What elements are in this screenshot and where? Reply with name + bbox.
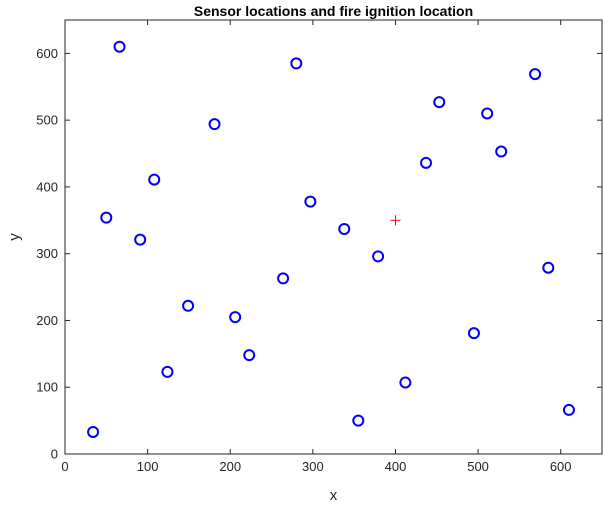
sensor-point (100, 211, 113, 224)
ignition-point (390, 215, 401, 226)
y-tick-label: 600 (36, 46, 58, 61)
y-tick-label: 0 (51, 447, 58, 462)
y-tick-label: 300 (36, 246, 58, 261)
sensor-point (372, 250, 385, 263)
y-axis: 0 100 200 300 400 500 600 (36, 46, 602, 462)
y-axis-label: y (6, 233, 23, 241)
x-tick-label: 0 (61, 459, 68, 474)
sensor-point (304, 195, 317, 208)
sensor-point (290, 57, 303, 70)
x-tick-label: 400 (385, 459, 407, 474)
sensor-point (352, 414, 365, 427)
plot-area (64, 19, 603, 455)
x-axis: 0 100 200 300 400 500 600 (61, 20, 572, 474)
sensor-point (277, 272, 290, 285)
sensor-point (562, 403, 575, 416)
sensor-point (433, 96, 446, 109)
sensor-point (113, 40, 126, 53)
plot-box (64, 19, 603, 455)
sensor-point (481, 107, 494, 120)
x-tick-label: 300 (302, 459, 324, 474)
sensor-point (542, 261, 555, 274)
sensor-point (208, 118, 221, 131)
sensor-point (161, 365, 174, 378)
x-tick-label: 500 (467, 459, 489, 474)
sensor-point (495, 145, 508, 158)
x-tick-label: 600 (550, 459, 572, 474)
sensor-point (467, 327, 480, 340)
x-axis-label: x (330, 487, 338, 504)
sensor-point (229, 311, 242, 324)
y-tick-label: 400 (36, 179, 58, 194)
sensor-point (399, 376, 412, 389)
sensor-point (182, 299, 195, 312)
sensor-point (420, 156, 433, 169)
sensor-point (134, 233, 147, 246)
x-tick-label: 200 (219, 459, 241, 474)
y-tick-label: 100 (36, 380, 58, 395)
sensor-point (87, 425, 100, 438)
sensor-point (243, 349, 256, 362)
y-tick-label: 200 (36, 313, 58, 328)
chart-title: Sensor locations and fire ignition locat… (194, 3, 473, 19)
y-tick-label: 500 (36, 113, 58, 128)
sensor-point (148, 173, 161, 186)
sensor-point (338, 222, 351, 235)
sensor-point (529, 68, 542, 81)
x-tick-label: 100 (137, 459, 159, 474)
data-markers (87, 40, 575, 438)
